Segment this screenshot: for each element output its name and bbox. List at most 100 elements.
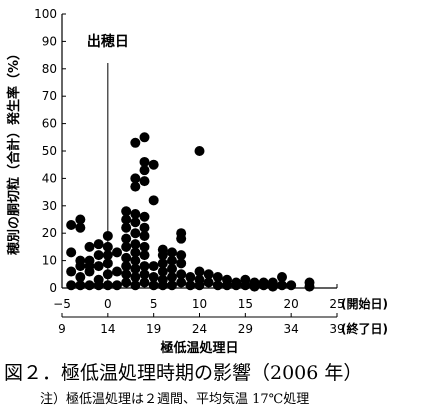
data-point <box>304 281 315 292</box>
x-axis-start-label: (開始日) <box>341 296 388 311</box>
x-tick-label-end: 39 <box>329 322 344 336</box>
data-point <box>139 222 150 233</box>
data-point <box>130 280 141 291</box>
data-point <box>157 250 168 261</box>
data-point <box>121 261 132 272</box>
data-point <box>84 241 95 252</box>
data-point <box>139 277 150 288</box>
figure-note: 注）極低温処理は２週間、平均気温 17℃処理 <box>40 392 310 407</box>
x-tick-label-start: 5 <box>150 297 158 311</box>
data-point <box>176 277 187 288</box>
data-point <box>139 132 150 143</box>
data-point <box>75 280 86 291</box>
data-point <box>66 280 77 291</box>
y-tick-label: 70 <box>42 89 57 103</box>
data-point <box>203 277 214 288</box>
data-point <box>148 195 159 206</box>
data-point <box>185 280 196 291</box>
data-point <box>249 281 260 292</box>
x-tick-label-end: 19 <box>146 322 161 336</box>
data-point <box>130 272 141 283</box>
data-point <box>240 280 251 291</box>
data-point <box>139 250 150 261</box>
data-point <box>176 233 187 244</box>
data-point <box>212 272 223 283</box>
data-point <box>121 241 132 252</box>
x-tick-label-start: 0 <box>104 297 112 311</box>
data-point <box>148 261 159 272</box>
data-point <box>93 280 104 291</box>
data-point <box>176 269 187 280</box>
data-point <box>167 280 177 291</box>
data-point <box>139 156 150 167</box>
data-point <box>277 272 287 283</box>
y-tick-label: 20 <box>42 226 57 240</box>
data-point <box>231 280 242 291</box>
data-point <box>112 280 122 291</box>
x-tick-label-end: 34 <box>284 322 299 336</box>
data-point <box>75 222 86 233</box>
data-point <box>93 250 104 261</box>
data-point <box>102 250 113 261</box>
data-point <box>112 247 122 258</box>
data-point <box>93 261 104 272</box>
data-point <box>167 263 177 274</box>
data-point <box>286 280 297 291</box>
data-point <box>121 206 132 217</box>
data-point <box>121 222 132 233</box>
data-point <box>130 255 141 266</box>
y-tick-label: 10 <box>42 254 57 268</box>
x-tick-label-end: 9 <box>58 322 66 336</box>
data-point <box>66 266 77 277</box>
data-point <box>121 277 132 288</box>
data-point <box>130 181 141 192</box>
labels: 0 10 20 30 40 50 60 70 80 90 100 −5 0 5 10 15 20 25 9 14 19 2… <box>6 7 388 356</box>
data-point <box>130 239 141 250</box>
y-tick-label: 80 <box>42 62 57 76</box>
x-tick-label-start: 10 <box>192 297 207 311</box>
data-point <box>194 146 205 156</box>
data-point <box>139 165 150 176</box>
y-tick-label: 90 <box>42 34 57 48</box>
data-point <box>102 258 113 269</box>
data-point <box>194 280 205 291</box>
data-point <box>130 263 141 274</box>
data-point <box>203 269 214 280</box>
data-point <box>112 266 122 277</box>
x-tick-label-start: −5 <box>53 297 71 311</box>
x-tick-label-end: 14 <box>100 322 115 336</box>
data-point <box>66 247 77 258</box>
data-point <box>176 258 187 269</box>
data-point <box>185 272 196 283</box>
data-point <box>121 214 132 225</box>
x-tick-label-start: 20 <box>284 297 299 311</box>
data-point <box>139 176 150 187</box>
data-point <box>93 239 104 250</box>
data-point <box>167 272 177 283</box>
data-point <box>157 258 168 269</box>
data-point <box>139 241 150 252</box>
data-point <box>102 280 113 291</box>
data-point <box>130 228 141 239</box>
figure-caption: 図２．極低温処理時期の影響（2006 年） <box>4 362 363 384</box>
data-points <box>66 132 315 292</box>
data-point <box>121 233 132 244</box>
data-point <box>212 280 223 291</box>
data-point <box>84 280 95 291</box>
x-tick-label-end: 29 <box>238 322 253 336</box>
data-point <box>130 137 141 148</box>
data-point <box>194 266 205 277</box>
data-point <box>258 280 269 291</box>
x-tick-label-start: 25 <box>329 297 344 311</box>
data-point <box>102 269 113 280</box>
data-point <box>102 241 113 252</box>
y-tick-label: 60 <box>42 117 57 131</box>
data-point <box>267 281 278 292</box>
y-tick-label: 40 <box>42 171 57 185</box>
data-point <box>121 252 132 263</box>
data-point <box>130 217 141 228</box>
data-point <box>75 272 86 283</box>
data-point <box>277 280 287 291</box>
data-point <box>130 247 141 258</box>
